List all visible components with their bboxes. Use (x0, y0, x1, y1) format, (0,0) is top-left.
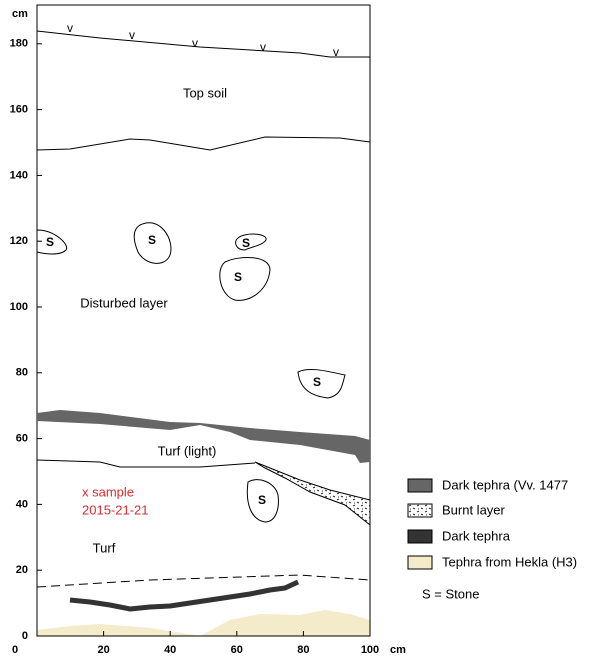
legend-swatch (408, 556, 432, 569)
y-tick-label: 0 (22, 630, 28, 642)
y-tick-label: 40 (16, 498, 28, 510)
x-tick-label: 40 (164, 644, 176, 656)
boundary-line (37, 460, 255, 467)
stone (220, 257, 270, 300)
stone-label: S (46, 235, 54, 249)
surface-line (37, 31, 370, 57)
surface-mark: v (333, 45, 339, 59)
x-tick-label: 60 (231, 644, 243, 656)
soil-profile: 0 20 40 60 80 100 120 140 160 180 cm 0 20 40 60 80 100 cm… (0, 0, 601, 660)
dashed-line (37, 575, 370, 587)
y-tick-label: 20 (16, 564, 28, 576)
dark-tephra (70, 582, 298, 609)
x-tick-label: 100 (361, 644, 379, 656)
boundary-line (37, 137, 370, 150)
origin-label: 0 (12, 644, 18, 656)
y-tick-label: 120 (10, 235, 28, 247)
stone-label: S (242, 236, 250, 250)
layer-label: Turf (93, 540, 116, 555)
y-tick-label: 160 (10, 104, 28, 116)
stone-label: S (234, 270, 242, 284)
stone-label: S (258, 493, 266, 507)
legend-label: Dark tephra (Vv. 1477 (442, 477, 568, 492)
sample-label: x sample (82, 484, 134, 499)
y-unit: cm (12, 8, 28, 20)
y-tick-label: 140 (10, 169, 28, 181)
surface-mark: v (192, 36, 198, 50)
surface-mark: v (129, 28, 135, 42)
stone (236, 234, 267, 250)
stone-label: S (148, 233, 156, 247)
legend-swatch (408, 479, 432, 492)
surface-mark: v (260, 40, 266, 54)
x-unit: cm (390, 644, 406, 656)
legend-label: S = Stone (422, 586, 479, 601)
sample-label: 2015-21-21 (82, 502, 149, 517)
legend-swatch (408, 504, 432, 517)
y-tick-label: 80 (16, 367, 28, 379)
stone-label: S (313, 375, 321, 389)
y-tick-label: 60 (16, 433, 28, 445)
hekla-tephra (37, 610, 370, 636)
legend-label: Dark tephra (442, 528, 511, 543)
legend-label: Burnt layer (442, 502, 506, 517)
stone (298, 369, 345, 398)
y-tick-label: 100 (10, 301, 28, 313)
layer-label: Disturbed layer (80, 295, 168, 310)
layer-label: Turf (light) (158, 443, 217, 458)
y-tick-label: 180 (10, 38, 28, 50)
legend-swatch (408, 530, 432, 543)
legend-label: Tephra from Hekla (H3) (442, 554, 577, 569)
layer-label: Top soil (183, 85, 227, 100)
x-tick-label: 80 (297, 644, 309, 656)
surface-mark: v (67, 21, 73, 35)
x-tick-label: 20 (97, 644, 109, 656)
